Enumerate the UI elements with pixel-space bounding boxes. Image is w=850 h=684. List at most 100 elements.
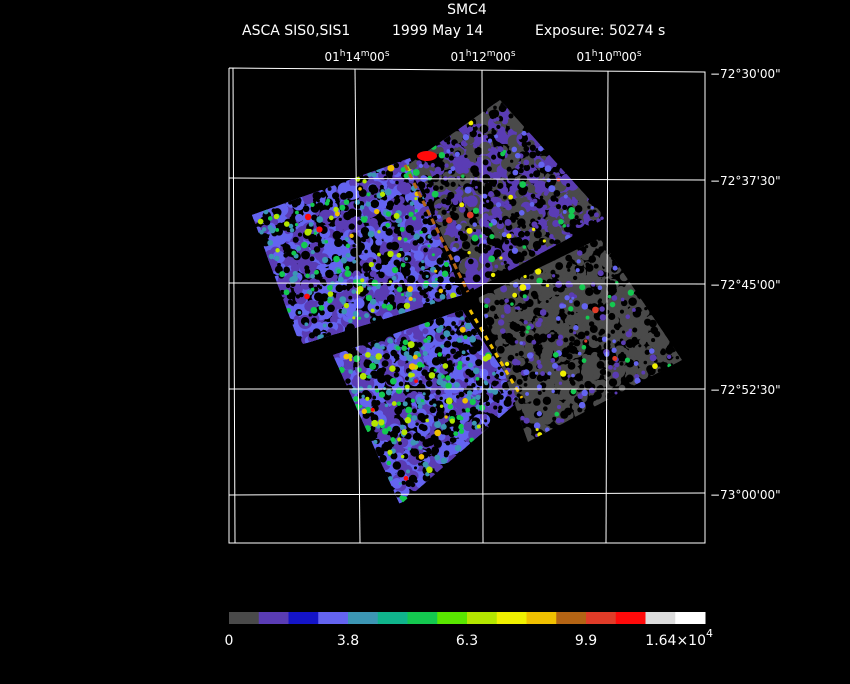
bright-spot	[327, 298, 333, 304]
bright-spot	[567, 374, 571, 378]
void	[492, 183, 496, 187]
bright-spot	[391, 401, 397, 406]
bright-spot	[523, 369, 530, 376]
bright-spot	[458, 425, 462, 430]
bright-spot	[465, 407, 471, 413]
bright-spot	[472, 367, 480, 375]
void	[293, 292, 297, 297]
bright-spot	[578, 401, 586, 409]
bright-spot	[431, 253, 435, 257]
bright-spot	[414, 379, 418, 384]
bright-spot	[543, 191, 549, 196]
bright-spot	[620, 340, 626, 346]
void	[465, 356, 470, 361]
void	[497, 366, 501, 370]
void	[492, 394, 501, 403]
void	[401, 480, 406, 485]
void	[458, 391, 465, 398]
bright-spot	[351, 289, 357, 294]
bright-spot	[568, 306, 574, 312]
bright-spot	[366, 375, 370, 379]
bright-spot	[504, 218, 512, 226]
void	[405, 224, 414, 234]
emission-blob	[391, 477, 403, 489]
colorbar-label: 3.8	[337, 633, 359, 649]
void	[537, 216, 541, 220]
void	[372, 395, 377, 400]
bright-spot	[345, 253, 350, 258]
ra-grid-line	[481, 69, 484, 544]
bright-spot	[599, 306, 605, 312]
bright-spot	[344, 236, 349, 242]
void	[320, 293, 329, 302]
bright-spot	[437, 352, 443, 357]
emission-blob	[293, 284, 303, 294]
bright-spot	[583, 213, 590, 221]
bright-spot	[267, 239, 274, 246]
emission-blob	[367, 300, 380, 314]
void	[462, 343, 469, 351]
void	[471, 179, 478, 186]
bright-spot	[452, 199, 459, 206]
bright-spot	[387, 476, 393, 482]
bright-spot	[427, 175, 433, 181]
void	[524, 230, 531, 237]
void	[425, 380, 433, 387]
bright-spot	[487, 387, 494, 394]
void	[297, 232, 303, 237]
void	[485, 262, 491, 268]
void	[599, 368, 607, 376]
bright-spot	[418, 453, 425, 460]
bright-spot	[474, 185, 478, 189]
bright-spot	[421, 259, 425, 264]
bright-spot	[542, 204, 548, 210]
bright-spot	[402, 339, 409, 346]
void	[533, 398, 541, 406]
bright-spot	[400, 454, 405, 459]
void	[338, 217, 342, 222]
bright-spot	[372, 317, 376, 321]
bright-spot	[294, 223, 299, 227]
colorbar-swatch	[229, 612, 260, 624]
void	[478, 243, 485, 250]
void	[539, 195, 544, 200]
void	[472, 126, 478, 132]
bright-spot	[466, 211, 474, 219]
void	[518, 396, 526, 405]
void	[494, 373, 500, 379]
emission-blob	[401, 242, 412, 253]
void	[572, 341, 577, 346]
bright-spot	[259, 230, 264, 235]
void	[477, 133, 482, 138]
ra-value: 12	[471, 50, 486, 64]
void	[287, 299, 293, 305]
void	[525, 334, 534, 343]
bright-spot	[562, 224, 567, 228]
void	[479, 401, 483, 406]
void	[482, 389, 487, 395]
bright-spot	[459, 202, 465, 208]
bright-spot	[462, 134, 470, 141]
emission-blob	[406, 329, 413, 336]
bright-spot	[417, 404, 423, 409]
void	[529, 144, 536, 152]
bright-spot	[511, 247, 519, 254]
void	[421, 227, 428, 234]
void	[404, 215, 409, 220]
bright-spot	[402, 401, 408, 407]
void	[610, 329, 616, 334]
bright-spot	[353, 396, 359, 402]
void	[459, 233, 468, 242]
void	[562, 204, 568, 210]
bright-spot	[488, 148, 492, 152]
colorbar-label: 0	[225, 633, 234, 649]
bright-spot	[386, 304, 394, 311]
void	[619, 309, 624, 314]
bright-spot	[552, 219, 560, 227]
void	[309, 256, 315, 262]
bright-spot	[433, 403, 437, 407]
bright-spot	[424, 321, 431, 328]
bright-spot	[408, 211, 414, 217]
void	[518, 230, 525, 238]
void	[327, 186, 332, 191]
